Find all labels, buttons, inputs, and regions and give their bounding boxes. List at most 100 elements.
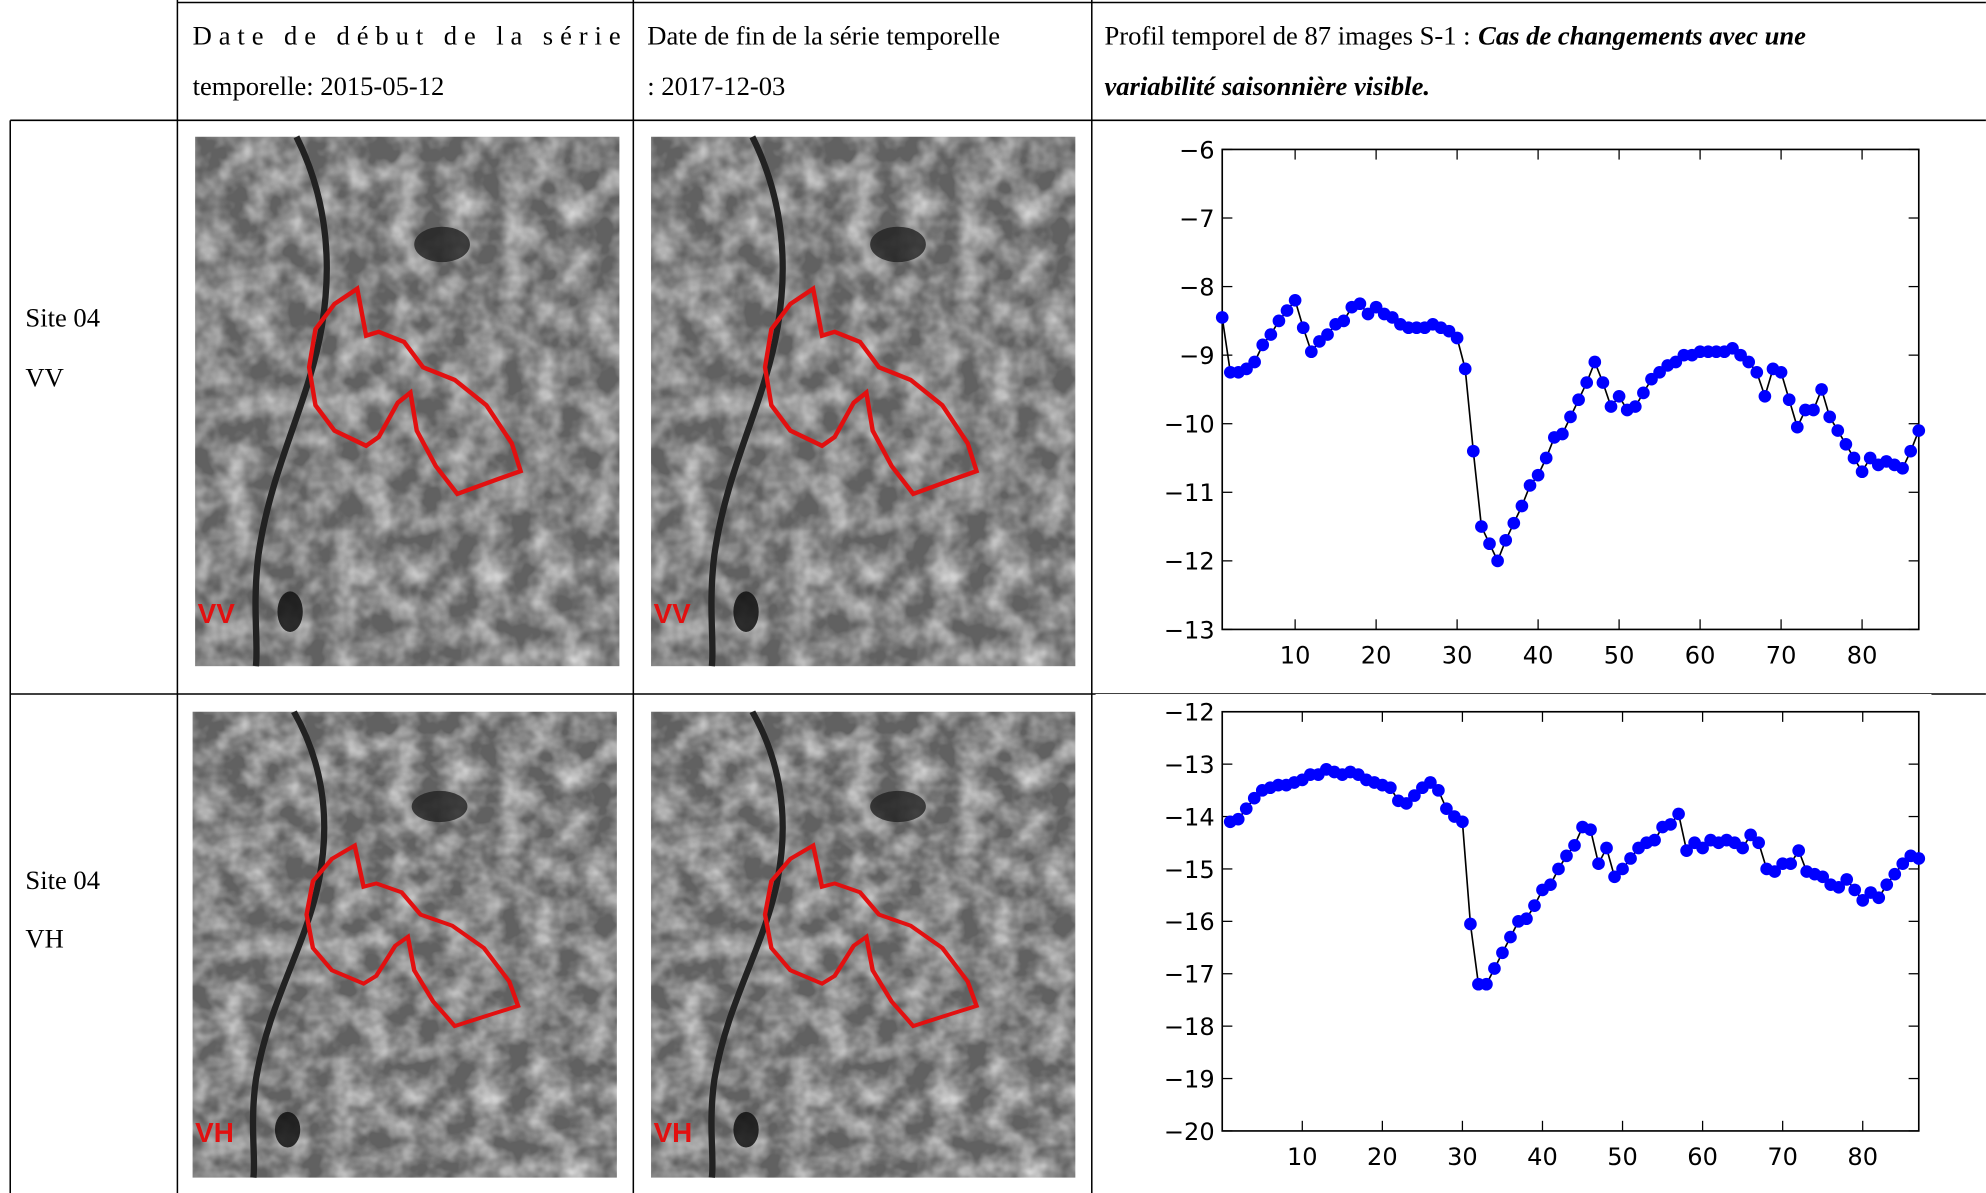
y-tick-label: −17 bbox=[1164, 961, 1215, 989]
data-point bbox=[1504, 930, 1517, 944]
data-point bbox=[1784, 857, 1798, 871]
data-point bbox=[1612, 389, 1626, 403]
x-tick-label: 30 bbox=[1442, 642, 1473, 670]
data-point bbox=[1823, 410, 1837, 424]
data-point bbox=[1580, 376, 1594, 389]
data-point bbox=[1531, 468, 1545, 482]
x-tick-label: 10 bbox=[1280, 642, 1311, 670]
x-tick-label: 70 bbox=[1767, 1143, 1798, 1171]
data-point bbox=[1256, 338, 1270, 352]
data-point bbox=[1499, 533, 1513, 547]
data-point bbox=[1896, 461, 1909, 475]
data-point bbox=[1572, 393, 1585, 407]
image-label: VH bbox=[654, 1117, 693, 1148]
chart-background bbox=[1095, 131, 1932, 676]
image-label: VH bbox=[195, 1117, 234, 1148]
data-point bbox=[1280, 304, 1294, 317]
data-point bbox=[1904, 444, 1918, 458]
data-point bbox=[1440, 802, 1453, 816]
data-point bbox=[1752, 836, 1765, 850]
data-point bbox=[1450, 331, 1464, 345]
data-point bbox=[1458, 362, 1472, 376]
data-point bbox=[1608, 870, 1621, 884]
x-tick-label: 20 bbox=[1361, 642, 1392, 670]
data-point bbox=[1272, 314, 1286, 328]
data-point bbox=[1552, 862, 1565, 876]
data-point bbox=[1456, 815, 1469, 829]
image-label: VV bbox=[654, 598, 692, 629]
data-point bbox=[1774, 365, 1788, 379]
header-intro: Profil temporel de 87 images S-1 : bbox=[1104, 20, 1470, 50]
header-cell-line: temporelle: 2015-05-12 bbox=[193, 71, 445, 101]
data-point bbox=[1215, 311, 1229, 324]
y-tick-label: −6 bbox=[1179, 136, 1214, 164]
sar-image: VH bbox=[193, 712, 617, 1178]
x-tick-label: 50 bbox=[1607, 1143, 1638, 1171]
data-point bbox=[1556, 427, 1569, 441]
y-tick-label: −20 bbox=[1164, 1118, 1215, 1146]
data-point bbox=[1847, 451, 1861, 465]
data-point bbox=[1758, 389, 1772, 403]
data-point bbox=[1466, 444, 1480, 458]
data-point bbox=[1400, 797, 1413, 810]
data-point bbox=[1872, 891, 1886, 905]
data-point bbox=[1816, 870, 1830, 884]
y-tick-label: −14 bbox=[1164, 803, 1215, 831]
data-point bbox=[1628, 400, 1642, 413]
header-cell-line: : 2017-12-03 bbox=[647, 71, 785, 101]
data-point bbox=[1464, 917, 1477, 931]
x-tick-label: 10 bbox=[1287, 1143, 1318, 1171]
data-point bbox=[1408, 789, 1421, 802]
header-emphasis: variabilité saisonnière visible. bbox=[1104, 71, 1430, 101]
data-point bbox=[1384, 781, 1397, 795]
data-point bbox=[1664, 818, 1677, 831]
data-point bbox=[1750, 365, 1764, 379]
header-cell-line: Date de début de la série bbox=[193, 20, 621, 50]
x-tick-label: 80 bbox=[1847, 642, 1878, 670]
data-point bbox=[1288, 293, 1302, 307]
data-point bbox=[1696, 841, 1709, 855]
row-polarization: VV bbox=[25, 362, 63, 392]
y-tick-label: −11 bbox=[1164, 479, 1215, 507]
y-tick-label: −18 bbox=[1164, 1013, 1215, 1041]
data-point bbox=[1848, 883, 1862, 897]
data-point bbox=[1744, 828, 1757, 842]
plot-frame bbox=[1221, 148, 1920, 631]
row-site: Site 04 bbox=[25, 303, 100, 333]
data-point bbox=[1432, 784, 1445, 797]
data-point bbox=[1480, 977, 1493, 991]
data-point bbox=[1231, 812, 1245, 826]
y-tick-label: −16 bbox=[1164, 908, 1215, 936]
data-point bbox=[1353, 297, 1367, 311]
y-tick-label: −19 bbox=[1164, 1065, 1215, 1093]
data-point bbox=[1792, 844, 1806, 857]
data-point bbox=[1624, 852, 1637, 865]
data-point bbox=[1544, 878, 1557, 891]
sar-image: VV bbox=[195, 137, 619, 666]
data-point bbox=[1528, 899, 1541, 912]
x-tick-label: 30 bbox=[1447, 1143, 1478, 1171]
data-point bbox=[1588, 355, 1602, 369]
header-cell-line: Date de fin de la série temporelle bbox=[647, 20, 1000, 50]
row-site: Site 04 bbox=[25, 865, 100, 895]
data-point bbox=[1584, 823, 1597, 836]
x-tick-label: 20 bbox=[1367, 1143, 1398, 1171]
data-point bbox=[1896, 857, 1910, 871]
x-tick-label: 70 bbox=[1766, 642, 1797, 670]
header-emphasis: Cas de changements avec une bbox=[1478, 20, 1806, 50]
data-point bbox=[1496, 946, 1509, 960]
data-point bbox=[1596, 376, 1610, 389]
data-point bbox=[1483, 537, 1496, 551]
data-point bbox=[1880, 878, 1894, 891]
data-point bbox=[1855, 465, 1869, 479]
data-point bbox=[1523, 479, 1537, 492]
data-point bbox=[1491, 554, 1504, 568]
x-tick-label: 40 bbox=[1527, 1143, 1558, 1171]
data-point bbox=[1424, 776, 1437, 789]
x-tick-label: 40 bbox=[1523, 642, 1554, 670]
header-cell-line: Profil temporel de 87 images S-1 : Cas de… bbox=[1104, 20, 1806, 50]
y-tick-label: −10 bbox=[1164, 411, 1215, 439]
chart: −13 −12 −11 −10 −9 −8 −7 −6 10 20 30 40 50 60 70 80 bbox=[1095, 131, 1932, 676]
sar-image: VH bbox=[651, 712, 1075, 1178]
